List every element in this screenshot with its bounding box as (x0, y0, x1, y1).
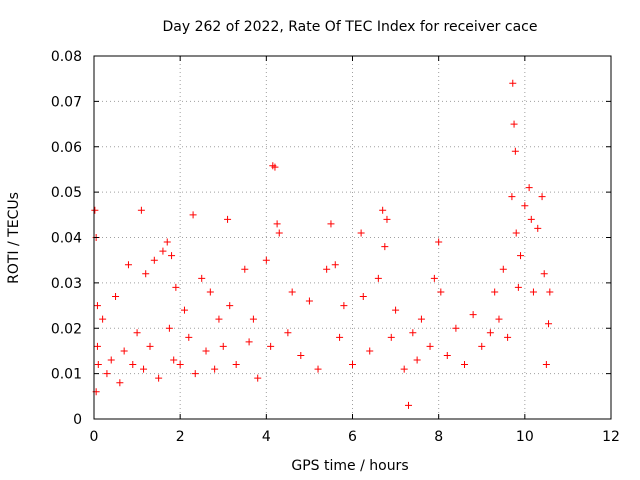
x-axis-label: GPS time / hours (291, 458, 408, 474)
x-tick-label: 12 (602, 429, 620, 445)
x-tick-label: 10 (516, 429, 534, 445)
x-tick-label: 6 (348, 429, 357, 445)
x-tick-label: 0 (90, 429, 99, 445)
y-tick-label: 0.06 (51, 140, 82, 156)
y-tick-label: 0.04 (51, 231, 82, 247)
y-tick-label: 0.01 (51, 367, 82, 383)
y-tick-labels: 0 0.01 0.02 0.03 0.04 0.05 0.06 0.07 0.08 (51, 49, 82, 428)
roti-scatter-chart: Day 262 of 2022, Rate Of TEC Index for r… (0, 0, 640, 480)
y-tick-label: 0.07 (51, 94, 82, 110)
y-axis-label: ROTI / TECUs (6, 192, 22, 284)
x-tick-label: 4 (262, 429, 271, 445)
y-tick-label: 0.03 (51, 276, 82, 292)
x-tick-label: 8 (434, 429, 443, 445)
x-tick-label: 2 (176, 429, 185, 445)
y-tick-label: 0.05 (51, 185, 82, 201)
y-tick-label: 0 (73, 412, 82, 428)
y-tick-label: 0.08 (51, 49, 82, 65)
y-tick-label: 0.02 (51, 321, 82, 337)
chart-title: Day 262 of 2022, Rate Of TEC Index for r… (163, 19, 538, 35)
